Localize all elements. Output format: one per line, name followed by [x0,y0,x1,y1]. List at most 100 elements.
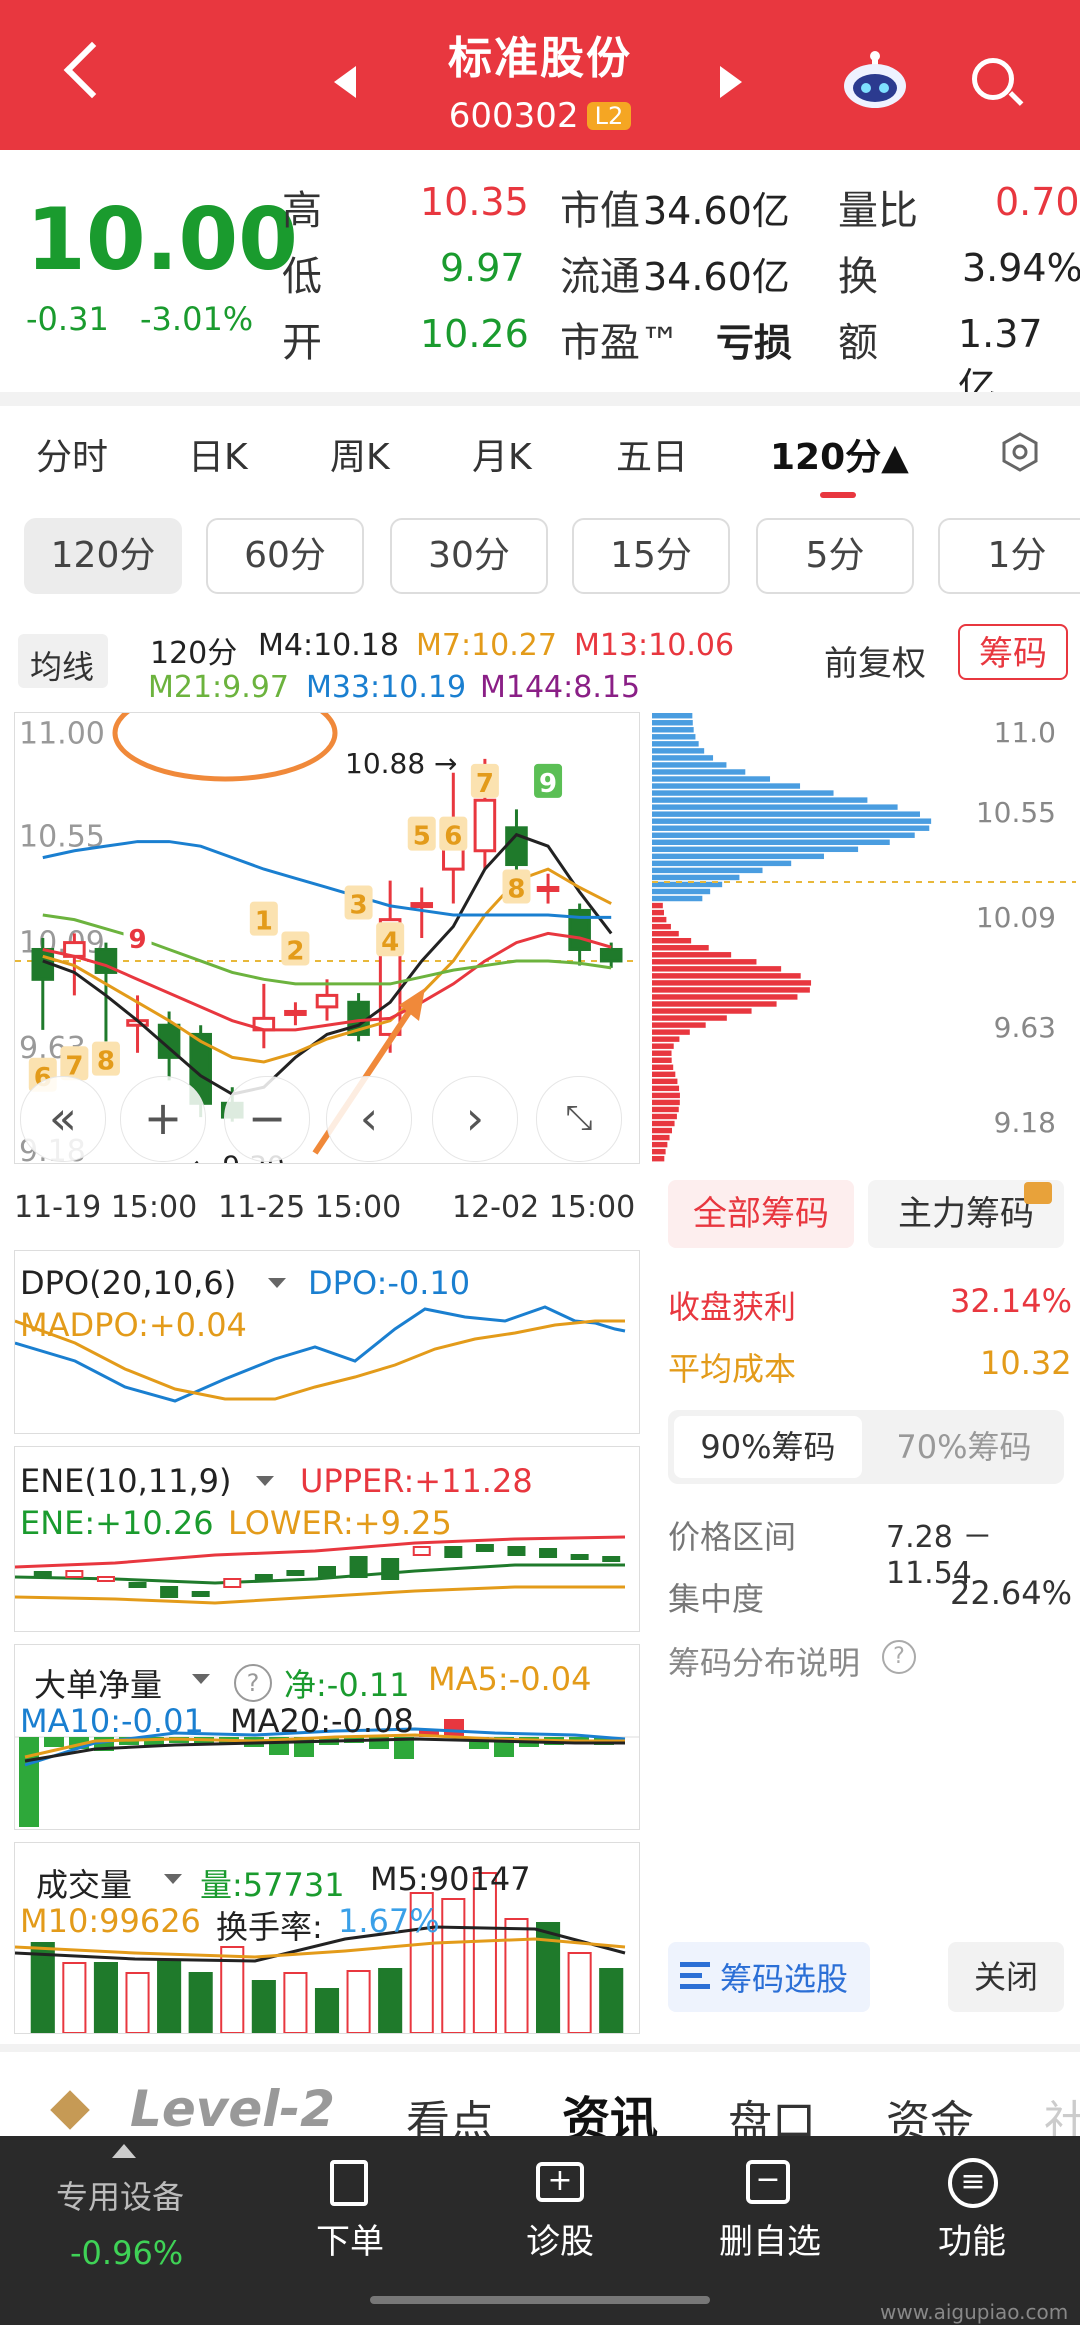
diagnose-label[interactable]: 诊股 [526,2222,594,2262]
avg-cost-value: 10.32 [980,1344,1072,1382]
chip-bar [652,797,868,803]
concentration-value: 22.64% [950,1574,1073,1612]
help-icon[interactable]: ? [234,1664,272,1702]
chip-explain-link[interactable]: 筹码分布说明 [668,1644,861,1682]
chip-bar [652,860,792,867]
ene-candle [507,1546,526,1556]
chip-tick-label: 9.18 [994,1106,1056,1139]
chip-bar [652,1134,670,1141]
scroll-left-fast-button[interactable]: « [20,1076,106,1162]
prev-stock-icon[interactable] [334,66,356,98]
top-bar: 标准股份 600302 L2 [0,0,1080,150]
avg-cost-label: 平均成本 [668,1350,797,1388]
zoom-in-button[interactable]: + [120,1076,206,1162]
chip-bar [652,923,671,930]
fullscreen-button[interactable]: ⤡ [536,1076,622,1162]
chip-tab-main[interactable]: 主力筹码 [868,1180,1064,1248]
order-icon[interactable] [330,2160,368,2206]
scroll-left-button[interactable]: ‹ [326,1076,412,1162]
tab-120min[interactable]: 120分▲ [770,437,909,478]
subtab-5min[interactable]: 5分 [756,518,914,594]
search-icon[interactable] [972,58,1014,100]
seg-90[interactable]: 90%筹码 [674,1416,862,1478]
bigorder-name[interactable]: 大单净量 [34,1666,163,1704]
chip-bar [652,720,693,726]
tab-monthly-k[interactable]: 月K [472,437,532,478]
chip-bar [652,734,696,740]
remove-watchlist-label[interactable]: 删自选 [719,2222,821,2262]
x-label-end: 12-02 15:00 [452,1190,636,1225]
dpo-panel[interactable] [14,1250,640,1434]
chip-bar [652,1001,777,1007]
help-icon[interactable]: ? [882,1640,916,1674]
volume-name[interactable]: 成交量 [36,1866,133,1904]
volume-bar [93,1962,118,2034]
menu-icon[interactable]: ≡ [948,2158,998,2208]
ma-line [42,931,612,1032]
dpo-dropdown-icon[interactable] [268,1278,286,1288]
chip-bar [652,1141,668,1148]
seg-70[interactable]: 70%筹码 [896,1428,1032,1466]
subtab-30min[interactable]: 30分 [390,518,548,594]
tab-timeshare[interactable]: 分时 [36,437,109,478]
bigorder-panel[interactable] [14,1644,640,1830]
ma-period: 120分 [150,636,238,671]
subtab-15min[interactable]: 15分 [572,518,730,594]
settings-icon[interactable] [1000,432,1040,472]
x-label-mid: 11-25 15:00 [218,1190,402,1225]
float-label: 流通 [560,254,640,300]
diagnose-icon[interactable]: + [536,2162,584,2202]
subtab-120min[interactable]: 120分 [24,518,182,594]
next-stock-icon[interactable] [720,66,742,98]
ene-candle [96,1576,115,1582]
subtab-60min[interactable]: 60分 [206,518,364,594]
up-arrow-icon [112,2144,136,2158]
price-change: -0.31 [26,300,109,338]
bottom-tab-level2[interactable]: Level-2 [130,2080,335,2138]
volume-bar [125,1972,150,2034]
ene-dropdown-icon[interactable] [256,1476,274,1486]
chip-bar [652,755,714,761]
volume-panel[interactable] [14,1842,640,2034]
remove-watchlist-icon[interactable]: − [746,2160,790,2204]
bigorder-dropdown-icon[interactable] [192,1674,210,1684]
chip-bar [652,1022,706,1028]
ma-legend-box[interactable] [18,634,108,688]
volume-dropdown-icon[interactable] [164,1874,182,1884]
chip-bar [652,895,703,902]
chip-bar [652,762,727,768]
tab-daily-k[interactable]: 日K [188,437,248,478]
chip-tick-label: 10.09 [976,901,1056,934]
tab-weekly-k[interactable]: 周K [330,437,390,478]
chip-button[interactable]: 筹码 [958,624,1068,680]
mktcap-label: 市值 [560,188,640,234]
bottom-tab-bar [0,2044,1080,2148]
chip-bar [652,938,692,944]
fq-label[interactable]: 前复权 [824,644,926,684]
last-price: 10.00 [26,190,299,290]
concentration-label: 集中度 [668,1580,765,1618]
chip-tab-all[interactable]: 全部筹码 [668,1180,854,1248]
bigorder-bar [44,1737,64,1747]
subtab-1min[interactable]: 1分 [938,518,1080,594]
sector-name[interactable]: 专用设备 [56,2178,185,2216]
close-chip-button[interactable]: 关闭 [948,1942,1064,2012]
zoom-out-button[interactable]: − [224,1076,310,1162]
tab-five-day[interactable]: 五日 [616,437,689,478]
volume-bar [346,1970,371,2034]
chip-select-button[interactable]: 筹码选股 [668,1942,870,2012]
chip-bar [652,839,890,845]
chip-bar [652,783,801,789]
chip-bar [652,874,740,881]
kline-chart[interactable]: 11.0010.5510.099.639.18678912345678910.8… [14,684,640,1183]
menu-label[interactable]: 功能 [938,2222,1006,2262]
dpo-name[interactable]: DPO(20,10,6) [20,1264,237,1302]
candle-body [473,798,497,853]
robot-assistant-icon[interactable] [842,50,908,108]
order-label[interactable]: 下单 [316,2222,384,2262]
float-value: 34.60亿 [643,255,790,299]
low-value: 9.97 [440,246,525,290]
ene-name[interactable]: ENE(10,11,9) [20,1462,232,1500]
scroll-right-button[interactable]: › [432,1076,518,1162]
ene-panel[interactable] [14,1446,640,1632]
